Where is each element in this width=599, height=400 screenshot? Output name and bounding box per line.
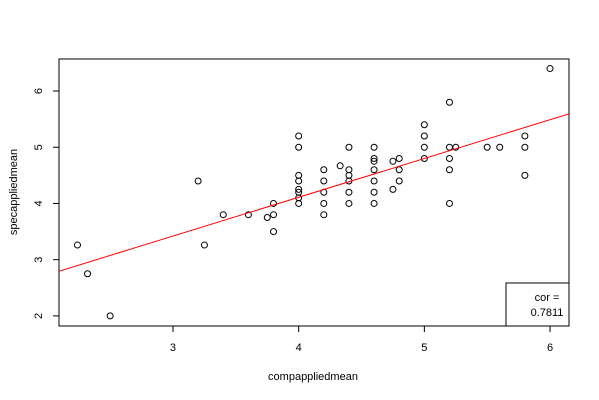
point xyxy=(345,143,353,151)
point xyxy=(370,177,378,185)
point xyxy=(270,228,278,236)
point xyxy=(295,188,303,196)
point xyxy=(445,154,453,162)
point xyxy=(263,214,271,222)
y-tick-label: 2 xyxy=(33,313,45,319)
point xyxy=(345,171,353,179)
x-tick-label: 3 xyxy=(170,342,176,354)
point xyxy=(320,199,328,207)
y-axis-label: specappliedmean xyxy=(8,149,20,235)
point xyxy=(244,211,252,219)
point xyxy=(320,166,328,174)
point xyxy=(370,143,378,151)
point xyxy=(452,143,460,151)
point xyxy=(270,199,278,207)
point xyxy=(445,166,453,174)
point xyxy=(320,177,328,185)
point xyxy=(270,211,278,219)
point xyxy=(521,143,529,151)
legend-box xyxy=(505,282,570,327)
point xyxy=(295,171,303,179)
point xyxy=(345,166,353,174)
point xyxy=(395,177,403,185)
x-tick-label: 6 xyxy=(547,342,553,354)
point xyxy=(200,241,208,249)
fit-line xyxy=(59,113,569,272)
point xyxy=(521,171,529,179)
point xyxy=(194,177,202,185)
x-axis-label: compappliedmean xyxy=(268,371,358,383)
point xyxy=(420,143,428,151)
point xyxy=(370,154,378,162)
point xyxy=(295,185,303,193)
point xyxy=(345,188,353,196)
point xyxy=(445,143,453,151)
plot-box xyxy=(58,58,570,327)
point xyxy=(483,143,491,151)
point xyxy=(389,157,397,165)
point xyxy=(336,162,344,170)
point xyxy=(295,177,303,185)
point xyxy=(295,199,303,207)
point xyxy=(420,154,428,162)
legend-text: cor = xyxy=(535,292,560,304)
point xyxy=(445,199,453,207)
point xyxy=(496,143,504,151)
point xyxy=(345,199,353,207)
point xyxy=(295,132,303,140)
legend-text: 0.7811 xyxy=(531,307,564,319)
point xyxy=(395,154,403,162)
point xyxy=(370,188,378,196)
point xyxy=(389,185,397,193)
point xyxy=(420,132,428,140)
point xyxy=(295,143,303,151)
point xyxy=(395,166,403,174)
point xyxy=(546,65,554,73)
point xyxy=(370,157,378,165)
y-tick-label: 3 xyxy=(33,257,45,263)
y-tick-label: 4 xyxy=(33,200,45,206)
point xyxy=(370,199,378,207)
x-tick-label: 5 xyxy=(421,342,427,354)
point xyxy=(420,121,428,129)
y-tick-label: 6 xyxy=(33,88,45,94)
point xyxy=(445,98,453,106)
point xyxy=(106,312,114,320)
point xyxy=(84,270,92,278)
point xyxy=(370,166,378,174)
point xyxy=(73,241,81,249)
point xyxy=(521,132,529,140)
y-tick-label: 5 xyxy=(33,144,45,150)
x-tick-label: 4 xyxy=(296,342,302,354)
point xyxy=(219,211,227,219)
point xyxy=(320,211,328,219)
